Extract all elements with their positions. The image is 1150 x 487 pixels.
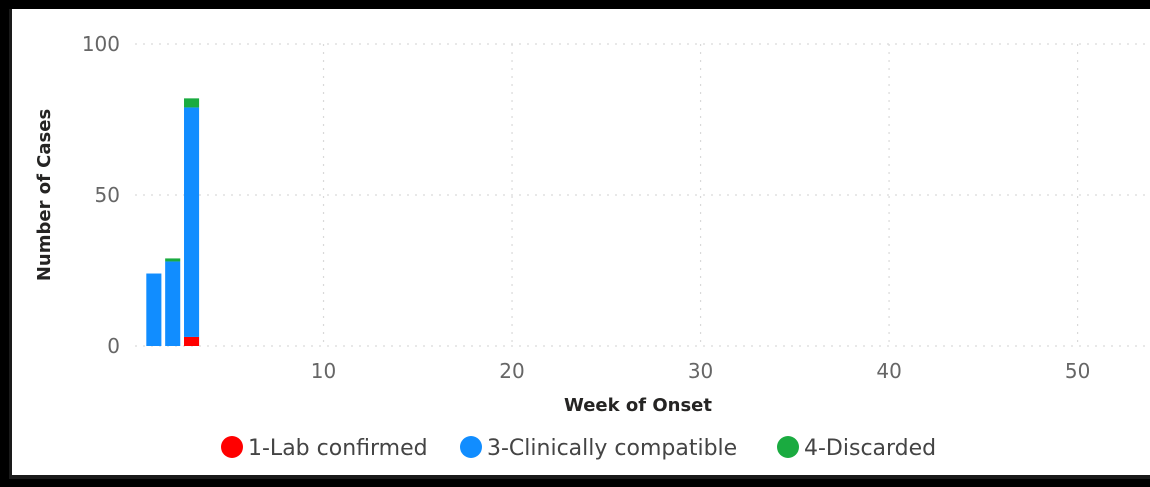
bar-segment xyxy=(184,98,200,108)
chart-frame: 0 50 100 10 20 30 40 50 Number of Cases Week o… xyxy=(9,9,1150,479)
legend-label: 4-Discarded xyxy=(804,436,936,461)
x-tick-label: 20 xyxy=(499,359,524,383)
y-tick-label: 50 xyxy=(95,183,120,207)
bar-segment xyxy=(146,273,162,346)
gridlines xyxy=(135,43,1150,347)
y-axis-ticks: 0 50 100 xyxy=(82,32,120,358)
y-tick-label: 0 xyxy=(107,334,120,358)
bar-segment xyxy=(184,107,200,337)
x-axis-ticks: 10 20 30 40 50 xyxy=(311,359,1091,383)
legend: 1-Lab confirmed 3-Clinically compatible 4-… xyxy=(221,436,936,461)
legend-marker xyxy=(460,436,482,458)
legend-label: 3-Clinically compatible xyxy=(487,436,737,461)
bars xyxy=(146,98,200,346)
legend-marker xyxy=(221,436,243,458)
bar-segment xyxy=(165,258,181,262)
legend-marker xyxy=(777,436,799,458)
legend-label: 1-Lab confirmed xyxy=(248,436,428,461)
stacked-bar-chart: 0 50 100 10 20 30 40 50 Number of Cases Week o… xyxy=(34,32,1150,461)
y-tick-label: 100 xyxy=(82,32,120,56)
bar-segment xyxy=(165,261,181,346)
bar-segment xyxy=(184,336,200,346)
x-tick-label: 10 xyxy=(311,359,336,383)
x-tick-label: 30 xyxy=(688,359,713,383)
x-tick-label: 40 xyxy=(876,359,901,383)
x-tick-label: 50 xyxy=(1065,359,1090,383)
y-axis-title: Number of Cases xyxy=(34,109,55,281)
x-axis-title: Week of Onset xyxy=(564,395,712,416)
